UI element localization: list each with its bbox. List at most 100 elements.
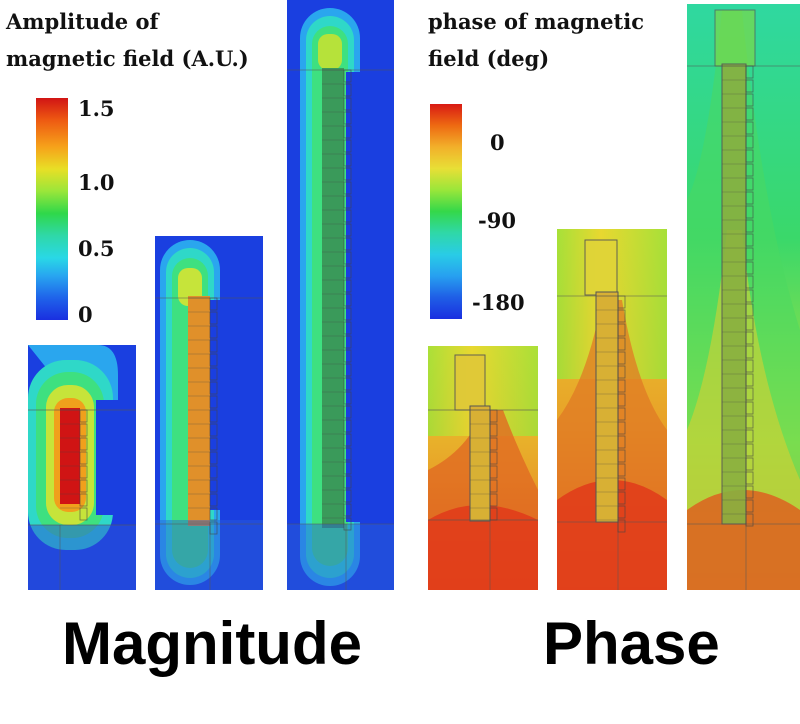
waveguide-segment bbox=[343, 447, 352, 461]
waveguide-segment bbox=[343, 97, 352, 111]
waveguide-segment bbox=[489, 507, 498, 521]
waveguide-segment bbox=[209, 493, 218, 507]
waveguide-segment bbox=[745, 513, 754, 527]
waveguide-segment bbox=[343, 489, 352, 503]
waveguide-segment bbox=[209, 297, 218, 311]
phase-map-tall bbox=[687, 4, 800, 590]
waveguide-segment bbox=[489, 465, 498, 479]
waveguide-segment bbox=[745, 485, 754, 499]
waveguide-segment bbox=[745, 247, 754, 261]
waveguide-segment bbox=[745, 415, 754, 429]
magnitude-tick-1-0: 1.0 bbox=[78, 170, 115, 195]
waveguide-segment bbox=[617, 393, 626, 407]
waveguide-segment bbox=[343, 181, 352, 195]
waveguide-segment bbox=[209, 353, 218, 367]
waveguide-segment bbox=[617, 505, 626, 519]
waveguide-segment bbox=[617, 337, 626, 351]
waveguide-segment bbox=[745, 79, 754, 93]
waveguide-segment bbox=[617, 309, 626, 323]
waveguide-segment bbox=[745, 345, 754, 359]
waveguide-segment bbox=[209, 311, 218, 325]
magnitude-tick-0: 0 bbox=[78, 302, 93, 327]
waveguide-segment bbox=[617, 519, 626, 533]
waveguide-segment bbox=[745, 121, 754, 135]
waveguide-segment bbox=[745, 191, 754, 205]
waveguide-segment bbox=[745, 457, 754, 471]
waveguide-segment bbox=[343, 419, 352, 433]
waveguide-segment bbox=[209, 437, 218, 451]
waveguide-segment bbox=[209, 409, 218, 423]
waveguide-segment bbox=[343, 293, 352, 307]
waveguide-segment bbox=[617, 351, 626, 365]
waveguide-segment bbox=[209, 451, 218, 465]
waveguide-segment bbox=[209, 465, 218, 479]
waveguide-segment bbox=[617, 323, 626, 337]
waveguide-segment bbox=[343, 125, 352, 139]
waveguide-segment bbox=[343, 307, 352, 321]
waveguide-segment bbox=[745, 219, 754, 233]
waveguide-segment bbox=[489, 423, 498, 437]
waveguide-segment bbox=[745, 163, 754, 177]
magnitude-map-short bbox=[28, 345, 136, 590]
waveguide-segment bbox=[745, 275, 754, 289]
waveguide-segment bbox=[79, 437, 88, 451]
waveguide-segment bbox=[617, 477, 626, 491]
waveguide-segment bbox=[745, 499, 754, 513]
waveguide-segment bbox=[745, 233, 754, 247]
waveguide-segment bbox=[617, 463, 626, 477]
waveguide-segment bbox=[343, 335, 352, 349]
phase-colorbar bbox=[430, 104, 462, 319]
waveguide-segment bbox=[79, 493, 88, 507]
waveguide-segment bbox=[745, 359, 754, 373]
waveguide-segment bbox=[343, 279, 352, 293]
waveguide-segment bbox=[489, 479, 498, 493]
waveguide-segment bbox=[745, 107, 754, 121]
magnitude-tick-0-5: 0.5 bbox=[78, 236, 115, 261]
waveguide-segment bbox=[745, 429, 754, 443]
waveguide-segment bbox=[745, 317, 754, 331]
waveguide-segment bbox=[745, 373, 754, 387]
waveguide-segment bbox=[617, 421, 626, 435]
waveguide-segment bbox=[745, 443, 754, 457]
waveguide-segment bbox=[343, 461, 352, 475]
phase-label: Phase bbox=[543, 610, 720, 677]
waveguide-segment bbox=[343, 433, 352, 447]
waveguide-segment bbox=[343, 153, 352, 167]
waveguide-segment bbox=[617, 407, 626, 421]
waveguide-segment bbox=[79, 423, 88, 437]
waveguide-segment bbox=[79, 507, 88, 521]
waveguide-segment bbox=[343, 363, 352, 377]
waveguide-segment bbox=[209, 423, 218, 437]
waveguide-segment bbox=[343, 111, 352, 125]
magnitude-title-line1: Amplitude of bbox=[6, 9, 159, 34]
waveguide-segment bbox=[79, 465, 88, 479]
waveguide-segment bbox=[745, 93, 754, 107]
waveguide-segment bbox=[209, 339, 218, 353]
waveguide-segment bbox=[343, 377, 352, 391]
waveguide-segment bbox=[343, 139, 352, 153]
waveguide-segment bbox=[343, 475, 352, 489]
waveguide-segment bbox=[489, 409, 498, 423]
waveguide-segment bbox=[617, 449, 626, 463]
waveguide-segment bbox=[745, 65, 754, 79]
waveguide-segment bbox=[209, 325, 218, 339]
waveguide-segment bbox=[745, 401, 754, 415]
waveguide-segment bbox=[79, 479, 88, 493]
magnitude-map-tall bbox=[287, 0, 394, 590]
waveguide-segment bbox=[343, 195, 352, 209]
waveguide-segment bbox=[745, 205, 754, 219]
waveguide-segment bbox=[489, 451, 498, 465]
waveguide-segment bbox=[617, 435, 626, 449]
waveguide-segment bbox=[745, 471, 754, 485]
waveguide-segment bbox=[745, 387, 754, 401]
phase-map-short bbox=[428, 346, 538, 590]
waveguide-segment bbox=[209, 479, 218, 493]
magnitude-label: Magnitude bbox=[62, 610, 362, 677]
waveguide-segment bbox=[745, 261, 754, 275]
waveguide-segment bbox=[489, 493, 498, 507]
waveguide-segment bbox=[343, 503, 352, 517]
phase-title-line2: field (deg) bbox=[428, 46, 550, 71]
waveguide-segment bbox=[343, 251, 352, 265]
waveguide-segment bbox=[343, 237, 352, 251]
waveguide-segment bbox=[79, 409, 88, 423]
